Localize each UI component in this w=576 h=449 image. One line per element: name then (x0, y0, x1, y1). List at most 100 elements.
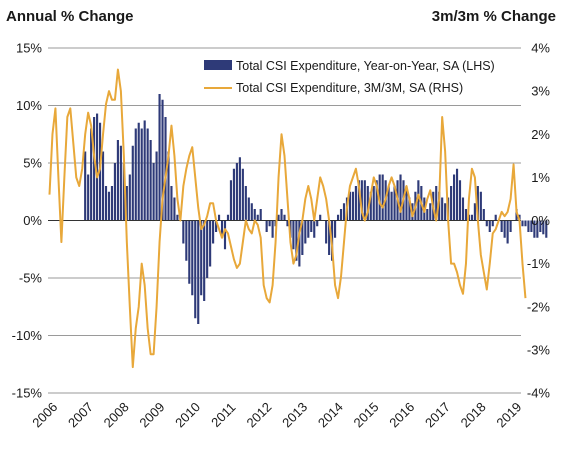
bar (539, 220, 542, 232)
bar (479, 191, 482, 221)
bar (366, 186, 369, 221)
bar (319, 214, 322, 221)
bar (444, 203, 447, 221)
bar (461, 197, 465, 221)
bar (104, 186, 108, 221)
bar (348, 191, 352, 221)
bar (206, 220, 209, 278)
bar (268, 220, 271, 227)
left-tick-label: -5% (19, 271, 43, 286)
right-tick-label: 3% (531, 84, 550, 99)
left-tick-label: 5% (23, 156, 42, 171)
x-tick-label: 2013 (279, 399, 310, 430)
bar (482, 209, 485, 221)
bar (336, 214, 340, 221)
bar (229, 180, 233, 221)
x-tick-label: 2009 (136, 399, 167, 430)
bar (149, 140, 152, 221)
bar (351, 191, 354, 221)
bar (429, 203, 432, 221)
bar (393, 186, 396, 221)
x-tick-label: 2007 (65, 399, 96, 430)
line-series (48, 68, 527, 369)
bar (164, 117, 167, 221)
right-axis-title: 3m/3m % Change (431, 8, 556, 25)
bar (200, 220, 203, 296)
bar (375, 180, 378, 221)
bar (247, 197, 250, 221)
bar (185, 220, 188, 261)
bar (509, 220, 512, 232)
x-tick-label: 2011 (208, 400, 238, 430)
bar (286, 220, 289, 227)
bar (545, 220, 548, 238)
bar (390, 191, 393, 221)
bar (119, 145, 122, 221)
bar (527, 220, 530, 232)
bar (122, 163, 125, 221)
bar (226, 214, 230, 221)
bar (405, 186, 408, 221)
bar (191, 220, 194, 296)
x-tick-label: 2017 (422, 399, 453, 430)
bar (143, 120, 146, 221)
gridlines (48, 47, 521, 394)
bar (450, 186, 453, 221)
bar (125, 186, 128, 221)
bar (354, 186, 357, 221)
bar (426, 209, 429, 221)
bar (503, 220, 506, 238)
bar (387, 186, 390, 221)
bar (223, 220, 227, 250)
bar (84, 151, 87, 221)
bar (360, 180, 363, 221)
bar (134, 128, 137, 221)
bar (381, 174, 384, 221)
bar (491, 220, 494, 227)
left-tick-label: 0% (23, 213, 42, 228)
x-tick-label: 2014 (315, 399, 346, 430)
x-tick-label: 2015 (351, 399, 382, 430)
bar (259, 209, 262, 221)
x-tick-label: 2018 (458, 399, 489, 430)
bar (307, 220, 310, 238)
left-tick-label: -10% (12, 328, 43, 343)
bar (173, 197, 176, 221)
bar (152, 163, 155, 221)
bar (441, 197, 444, 221)
bar (197, 220, 200, 324)
x-tick-label: 2006 (29, 399, 60, 430)
bar (342, 203, 346, 221)
x-tick-label: 2008 (101, 399, 132, 430)
right-tick-label: 4% (531, 41, 550, 56)
bar (232, 168, 235, 221)
bar (280, 209, 283, 221)
bar (188, 220, 191, 284)
bar (146, 128, 149, 221)
bar (87, 174, 90, 221)
bar (325, 220, 328, 244)
bar (530, 220, 533, 232)
bar (334, 220, 337, 238)
bar (96, 113, 99, 221)
bar (93, 117, 96, 221)
bar (265, 220, 268, 232)
bar (524, 220, 527, 227)
x-tick-label: 2016 (386, 399, 417, 430)
bar (304, 220, 307, 244)
bar (470, 214, 473, 221)
bar (301, 220, 304, 255)
bar (217, 214, 221, 221)
bar (244, 186, 247, 221)
bar (170, 186, 173, 221)
bar (158, 94, 161, 221)
right-tick-label: -1% (527, 256, 551, 271)
bar (485, 220, 488, 227)
left-axis-title: Annual % Change (6, 8, 134, 25)
right-tick-label: -3% (527, 342, 551, 357)
bar (310, 220, 313, 232)
right-tick-label: -2% (527, 299, 551, 314)
bar (235, 163, 238, 221)
bar (203, 220, 206, 301)
right-tick-label: 1% (531, 170, 550, 185)
